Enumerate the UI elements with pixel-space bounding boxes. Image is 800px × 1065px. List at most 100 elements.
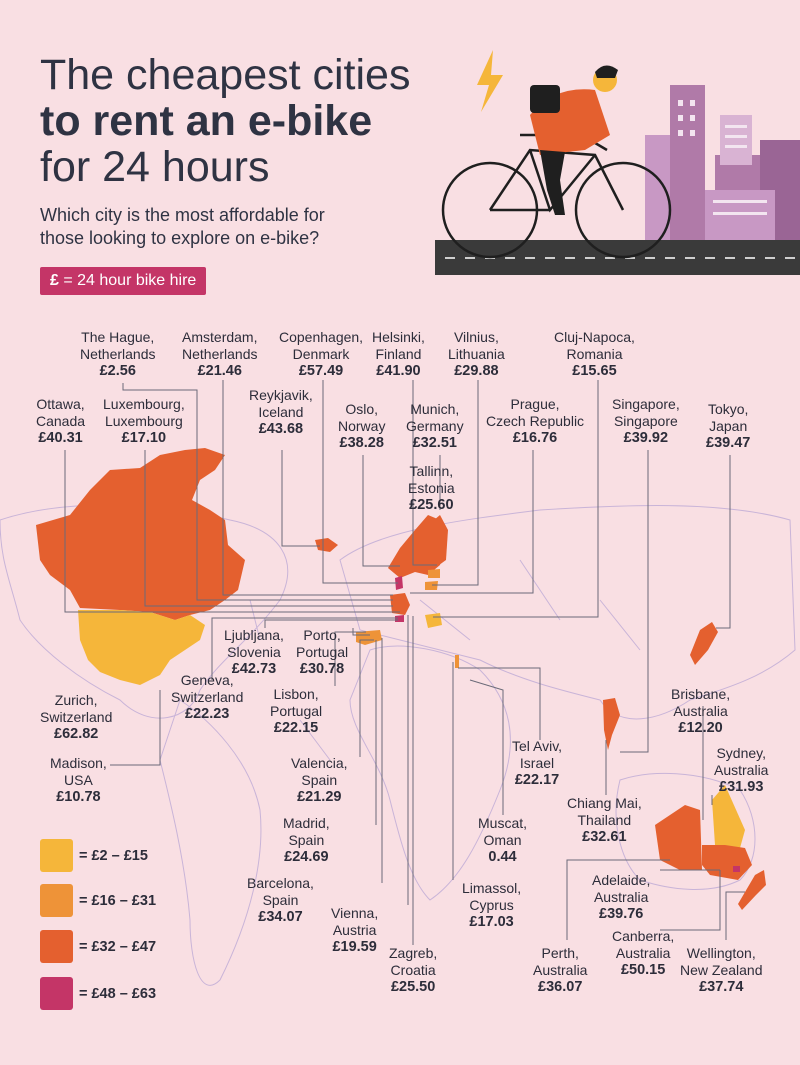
label-vilnius: Vilnius, Lithuania £29.88 <box>448 329 505 380</box>
lithuania-region <box>425 581 438 590</box>
subtitle: Which city is the most affordable for th… <box>40 204 380 250</box>
label-singapore: Singapore, Singapore £39.92 <box>612 396 680 447</box>
price: £39.92 <box>623 430 669 446</box>
label-canberra: Canberra, Australia £50.15 <box>612 928 674 979</box>
country-name: USA <box>64 772 93 788</box>
price: £22.17 <box>514 772 560 788</box>
new-zealand-region <box>738 870 766 910</box>
price: £17.10 <box>121 430 167 446</box>
country-name: Cyprus <box>469 897 514 913</box>
city-name: Lisbon, <box>273 686 319 702</box>
country-name: Croatia <box>390 962 436 978</box>
label-ottawa: Ottawa, Canada £40.31 <box>36 396 85 447</box>
country-name: Spain <box>262 892 299 908</box>
price: £25.60 <box>409 497 454 513</box>
country-name: Canada <box>36 413 86 429</box>
rider-icon <box>530 65 618 215</box>
price: £17.03 <box>469 914 514 930</box>
price: £30.78 <box>299 661 345 677</box>
finland-region <box>428 515 448 568</box>
label-prague: Prague, Czech Republic £16.76 <box>486 396 584 447</box>
leader-lines <box>64 380 745 945</box>
legend-swatch <box>40 977 73 1010</box>
country-name: Norway <box>338 418 386 434</box>
price: £32.51 <box>412 435 457 451</box>
price: £39.76 <box>599 906 644 922</box>
subtitle-line-2: those looking to explore on e-bike? <box>40 228 320 248</box>
lightning-bolt-icon <box>477 50 503 112</box>
israel-region <box>455 655 459 668</box>
city-name: Madrid, <box>283 815 330 831</box>
price: £39.47 <box>706 435 751 451</box>
country-name: Oman <box>483 832 522 848</box>
price: £62.82 <box>54 726 99 742</box>
country-name: Switzerland <box>40 709 113 725</box>
city-name: Oslo, <box>345 401 379 417</box>
legend-label: = £16 – £31 <box>79 892 157 909</box>
city-name: Limassol, <box>462 880 522 896</box>
western-australia-region <box>655 805 702 870</box>
country-name: Spain <box>288 832 325 848</box>
usa-region <box>78 610 205 685</box>
cyclist-illustration <box>435 50 800 275</box>
price: £15.65 <box>572 363 617 379</box>
label-luxembourg: Luxembourg, Luxembourg £17.10 <box>103 396 185 447</box>
label-geneva: Geneva, Switzerland £22.23 <box>171 672 243 723</box>
label-barcelona: Barcelona, Spain £34.07 <box>247 875 314 926</box>
label-zagreb: Zagreb, Croatia £25.50 <box>389 945 437 996</box>
estonia-region <box>428 569 440 578</box>
price: £37.74 <box>699 979 744 995</box>
germany-region <box>390 593 410 615</box>
legend-item: = £16 – £31 <box>40 884 156 917</box>
label-perth: Perth, Australia £36.07 <box>533 945 587 996</box>
legend-swatch <box>40 930 73 963</box>
price: £31.93 <box>719 779 764 795</box>
country-name: Australia <box>714 762 769 778</box>
label-oslo: Oslo, Norway £38.28 <box>338 401 385 452</box>
price: £36.07 <box>538 979 583 995</box>
title-line-3: for 24 hours <box>40 143 270 191</box>
country-name: Japan <box>709 418 748 434</box>
price: £25.50 <box>390 979 436 995</box>
city-name: Tel Aviv, <box>512 738 563 754</box>
city-name: Zagreb, <box>389 945 438 961</box>
price: £19.59 <box>332 939 377 955</box>
iceland-region <box>315 538 338 552</box>
country-name: Finland <box>375 346 422 362</box>
title-line-2: to rent an e-bike <box>40 97 373 145</box>
price: £24.69 <box>284 849 329 865</box>
subtitle-line-1: Which city is the most affordable for <box>40 205 325 225</box>
country-name: Portugal <box>270 703 323 719</box>
price: £2.56 <box>99 363 136 379</box>
label-brisbane: Brisbane, Australia £12.20 <box>671 686 730 737</box>
bicycle-icon <box>441 133 672 259</box>
country-name: Australia <box>593 889 649 905</box>
price: £32.61 <box>582 829 627 845</box>
country-name: Denmark <box>292 346 350 362</box>
price: £22.15 <box>273 720 319 736</box>
city-name: Reykjavik, <box>249 387 313 403</box>
country-name: Spain <box>301 772 338 788</box>
city-name: Ottawa, <box>36 396 85 412</box>
city-name: Valencia, <box>291 755 348 771</box>
city-name: Canberra, <box>612 928 675 944</box>
price-key-badge: £ = 24 hour bike hire <box>40 267 207 295</box>
city-buildings-icon <box>645 85 800 240</box>
price: 0.44 <box>488 849 517 865</box>
city-name: Cluj-Napoca, <box>554 329 635 345</box>
city-name: Singapore, <box>612 396 680 412</box>
city-name: Munich, <box>410 401 460 417</box>
label-vienna: Vienna, Austria £19.59 <box>331 905 378 956</box>
label-reykjavik: Reykjavik, Iceland £43.68 <box>249 387 313 438</box>
city-name: Amsterdam, <box>182 329 258 345</box>
city-name: Prague, <box>510 396 560 412</box>
label-limassol: Limassol, Cyprus £17.03 <box>462 880 521 931</box>
label-chiang-mai: Chiang Mai, Thailand £32.61 <box>567 795 642 846</box>
price: £29.88 <box>454 363 499 379</box>
city-name: Tallinn, <box>409 463 454 479</box>
label-lisbon: Lisbon, Portugal £22.15 <box>270 686 322 737</box>
label-madrid: Madrid, Spain £24.69 <box>283 815 330 866</box>
country-name: Lithuania <box>448 346 505 362</box>
city-name: Luxembourg, <box>103 396 185 412</box>
